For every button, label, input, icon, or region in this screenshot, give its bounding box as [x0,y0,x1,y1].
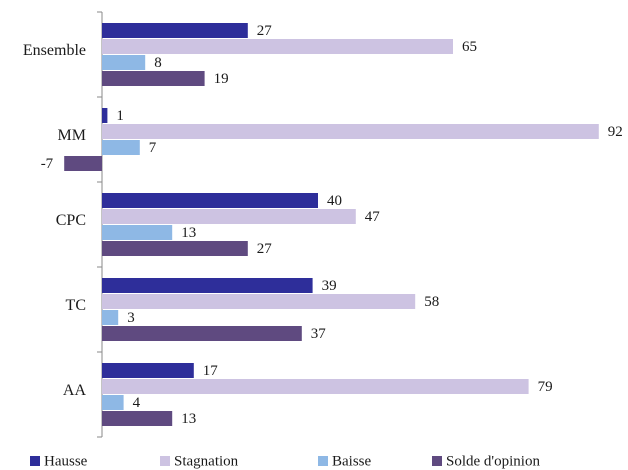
bar [102,363,194,378]
data-label: 37 [311,326,327,342]
legend-label: Hausse [44,453,88,469]
bar [102,108,108,123]
data-label: 27 [257,241,273,257]
data-label: 8 [154,55,162,71]
bar [102,23,248,38]
legend-swatch [160,456,170,466]
bar [102,241,248,256]
bar [102,209,356,224]
legend-swatch [432,456,442,466]
bars-layer [64,23,599,426]
data-label: 3 [127,310,135,326]
bar [102,294,416,309]
data-label: 19 [214,71,229,87]
category-label: Ensemble [23,42,86,59]
bar [102,39,453,54]
category-label: MM [58,127,86,144]
data-label: 92 [608,124,623,140]
bar [64,156,102,171]
data-label: 27 [257,23,273,39]
bar [102,411,173,426]
bar [102,193,318,208]
bar [102,71,205,86]
legend-swatch [318,456,328,466]
bar [102,124,599,139]
bar [102,225,173,240]
legend-label: Baisse [332,453,372,469]
category-label: AA [63,382,87,399]
legend-swatch [30,456,40,466]
data-label: 13 [181,411,196,427]
bar [102,278,313,293]
bar [102,140,140,155]
bar [102,55,146,70]
data-label: 47 [365,209,381,225]
data-label: 7 [149,140,157,156]
category-label: CPC [56,212,86,229]
data-label: 58 [424,294,439,310]
legend-label: Solde d'opinion [446,453,540,469]
axis-layer [97,11,103,438]
data-label: -7 [41,156,54,172]
bar [102,379,529,394]
data-label: 39 [322,278,337,294]
data-label: 65 [462,39,477,55]
bar [102,310,119,325]
data-label: 40 [327,193,342,209]
bar [102,395,124,410]
data-label: 4 [133,395,141,411]
data-label: 79 [538,379,553,395]
labels-layer: Ensemble 27 65 8 19 MM 1 92 7 -7 CPC 40 47 13 27 TC 39 58… [23,23,623,427]
legend: Hausse Stagnation Baisse Solde d'opinion [30,453,540,469]
category-label: TC [66,297,86,314]
legend-label: Stagnation [174,453,239,469]
data-label: 1 [116,108,124,124]
data-label: 17 [203,363,219,379]
bar [102,326,302,341]
data-label: 13 [181,225,196,241]
